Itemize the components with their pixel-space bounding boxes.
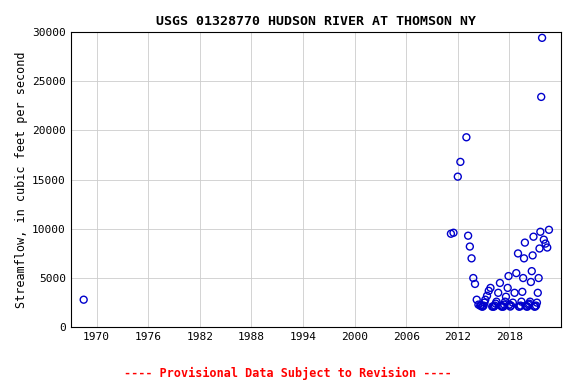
Point [478,303,487,310]
Point [528,252,537,258]
Point [495,280,505,286]
Point [503,285,512,291]
Point [539,237,548,243]
Y-axis label: Streamflow, in cubic feet per second: Streamflow, in cubic feet per second [15,51,28,308]
Point [462,134,471,140]
Point [530,303,540,310]
Point [498,303,507,310]
Point [501,299,510,305]
Point [469,275,478,281]
Point [484,288,494,294]
Point [517,299,526,305]
Point [515,303,524,310]
Point [543,245,552,251]
Point [453,174,463,180]
Point [497,303,506,310]
Point [494,290,503,296]
Point [478,303,487,310]
Point [541,240,550,247]
Point [465,243,475,250]
Point [524,301,533,308]
Point [492,299,501,305]
Point [456,159,465,165]
Point [511,270,521,276]
Point [537,94,546,100]
Point [506,303,515,310]
Point [472,296,482,303]
Point [532,303,541,309]
Point [491,301,500,307]
Point [501,294,510,300]
Point [520,240,529,246]
Point [481,296,490,303]
Point [79,296,88,303]
Point [514,303,524,310]
Point [476,303,485,309]
Point [544,227,554,233]
Point [513,250,522,257]
Point [523,303,532,310]
Point [516,303,525,309]
Point [488,303,498,310]
Title: USGS 01328770 HUDSON RIVER AT THOMSON NY: USGS 01328770 HUDSON RIVER AT THOMSON NY [156,15,476,28]
Point [490,303,499,309]
Point [522,303,531,310]
Point [537,35,547,41]
Point [479,303,488,309]
Point [535,245,544,252]
Point [529,233,538,240]
Point [486,285,495,291]
Point [464,233,473,239]
Point [518,275,528,281]
Point [474,301,483,308]
Point [449,230,458,236]
Point [483,293,492,299]
Point [496,303,505,309]
Point [532,300,541,306]
Point [508,300,517,306]
Point [521,303,530,309]
Point [446,231,456,237]
Point [526,279,536,285]
Point [467,255,476,262]
Point [505,301,514,308]
Point [520,255,529,262]
Point [476,303,486,309]
Point [504,273,513,279]
Text: ---- Provisional Data Subject to Revision ----: ---- Provisional Data Subject to Revisio… [124,367,452,380]
Point [506,303,516,309]
Point [471,281,480,287]
Point [525,299,535,305]
Point [510,290,519,296]
Point [534,275,543,281]
Point [533,290,543,296]
Point [518,289,527,295]
Point [525,301,534,307]
Point [527,268,536,274]
Point [480,300,489,306]
Point [499,301,509,308]
Point [530,303,539,310]
Point [499,303,508,310]
Point [536,229,545,235]
Point [488,303,497,310]
Point [489,303,498,310]
